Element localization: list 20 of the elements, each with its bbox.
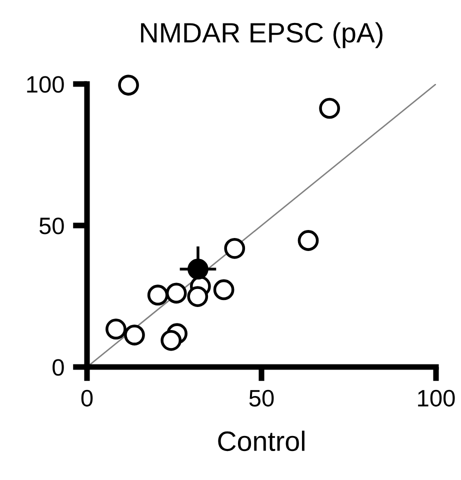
point bbox=[166, 282, 187, 304]
x-tick-label: 100 bbox=[418, 390, 455, 407]
point bbox=[124, 324, 145, 346]
x-tick-label: 0 bbox=[81, 390, 93, 407]
y-tick-label: 50 bbox=[39, 218, 64, 234]
point bbox=[147, 284, 168, 306]
point bbox=[188, 258, 208, 280]
x-axis-title: Control bbox=[218, 430, 304, 452]
y-tick-label: 0 bbox=[52, 359, 64, 376]
point bbox=[298, 230, 319, 251]
chart-title: NMDAR EPSC (pA) bbox=[141, 22, 382, 48]
point bbox=[106, 318, 126, 340]
point bbox=[118, 74, 139, 96]
y-tick-label: 100 bbox=[27, 76, 64, 93]
point bbox=[187, 286, 208, 307]
point bbox=[319, 98, 340, 119]
point bbox=[224, 238, 246, 259]
point bbox=[160, 330, 182, 351]
x-tick-label: 50 bbox=[249, 390, 274, 407]
point bbox=[213, 279, 234, 300]
